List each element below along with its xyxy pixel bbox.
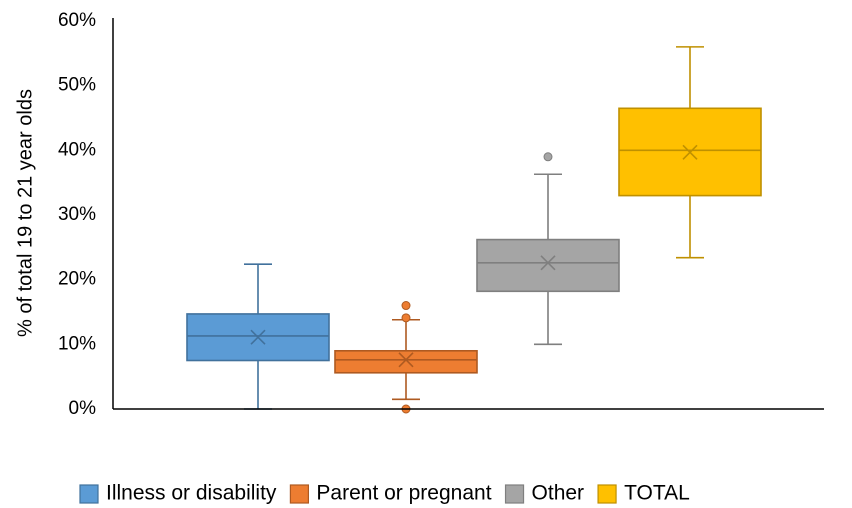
plot-area: [186, 46, 762, 414]
legend-item: Other: [504, 482, 585, 505]
legend-swatch: [597, 484, 617, 504]
y-tick-label: 50%: [58, 75, 96, 96]
outlier-point: [401, 301, 411, 311]
y-axis-tick-labels: 0% 10% 20% 30% 40% 50% 60%: [58, 10, 96, 419]
y-tick-label: 20%: [58, 269, 96, 290]
y-tick-label: 0%: [69, 398, 97, 419]
box-total: [618, 46, 762, 259]
y-tick-label: 60%: [58, 10, 96, 31]
y-tick-label: 40%: [58, 139, 96, 160]
box-parent-or-pregnant: [334, 301, 478, 414]
legend-label: TOTAL: [624, 482, 690, 505]
legend-swatch: [504, 484, 525, 504]
mean-marker: [398, 352, 414, 368]
legend-swatch: [289, 484, 310, 504]
mean-marker: [540, 255, 556, 271]
y-tick-label: 10%: [58, 333, 96, 354]
mean-marker: [682, 144, 698, 160]
legend-item: TOTAL: [597, 482, 690, 505]
legend-item: Illness or disability: [79, 482, 277, 505]
legend-item: Parent or pregnant: [289, 482, 492, 505]
box-illness-or-disability: [186, 263, 330, 410]
legend: Illness or disability Parent or pregnant O…: [79, 482, 690, 505]
legend-swatch: [79, 484, 99, 504]
mean-marker: [250, 329, 266, 345]
box-body: [476, 238, 620, 293]
outlier-point: [401, 313, 411, 323]
y-tick-label: 30%: [58, 204, 96, 225]
legend-label: Parent or pregnant: [316, 482, 491, 505]
y-axis-title: % of total 19 to 21 year olds: [14, 89, 36, 337]
legend-label: Other: [532, 482, 585, 505]
box-other: [476, 152, 620, 346]
legend-label: Illness or disability: [106, 482, 277, 505]
outlier-point: [543, 152, 553, 162]
box-body: [334, 349, 478, 374]
